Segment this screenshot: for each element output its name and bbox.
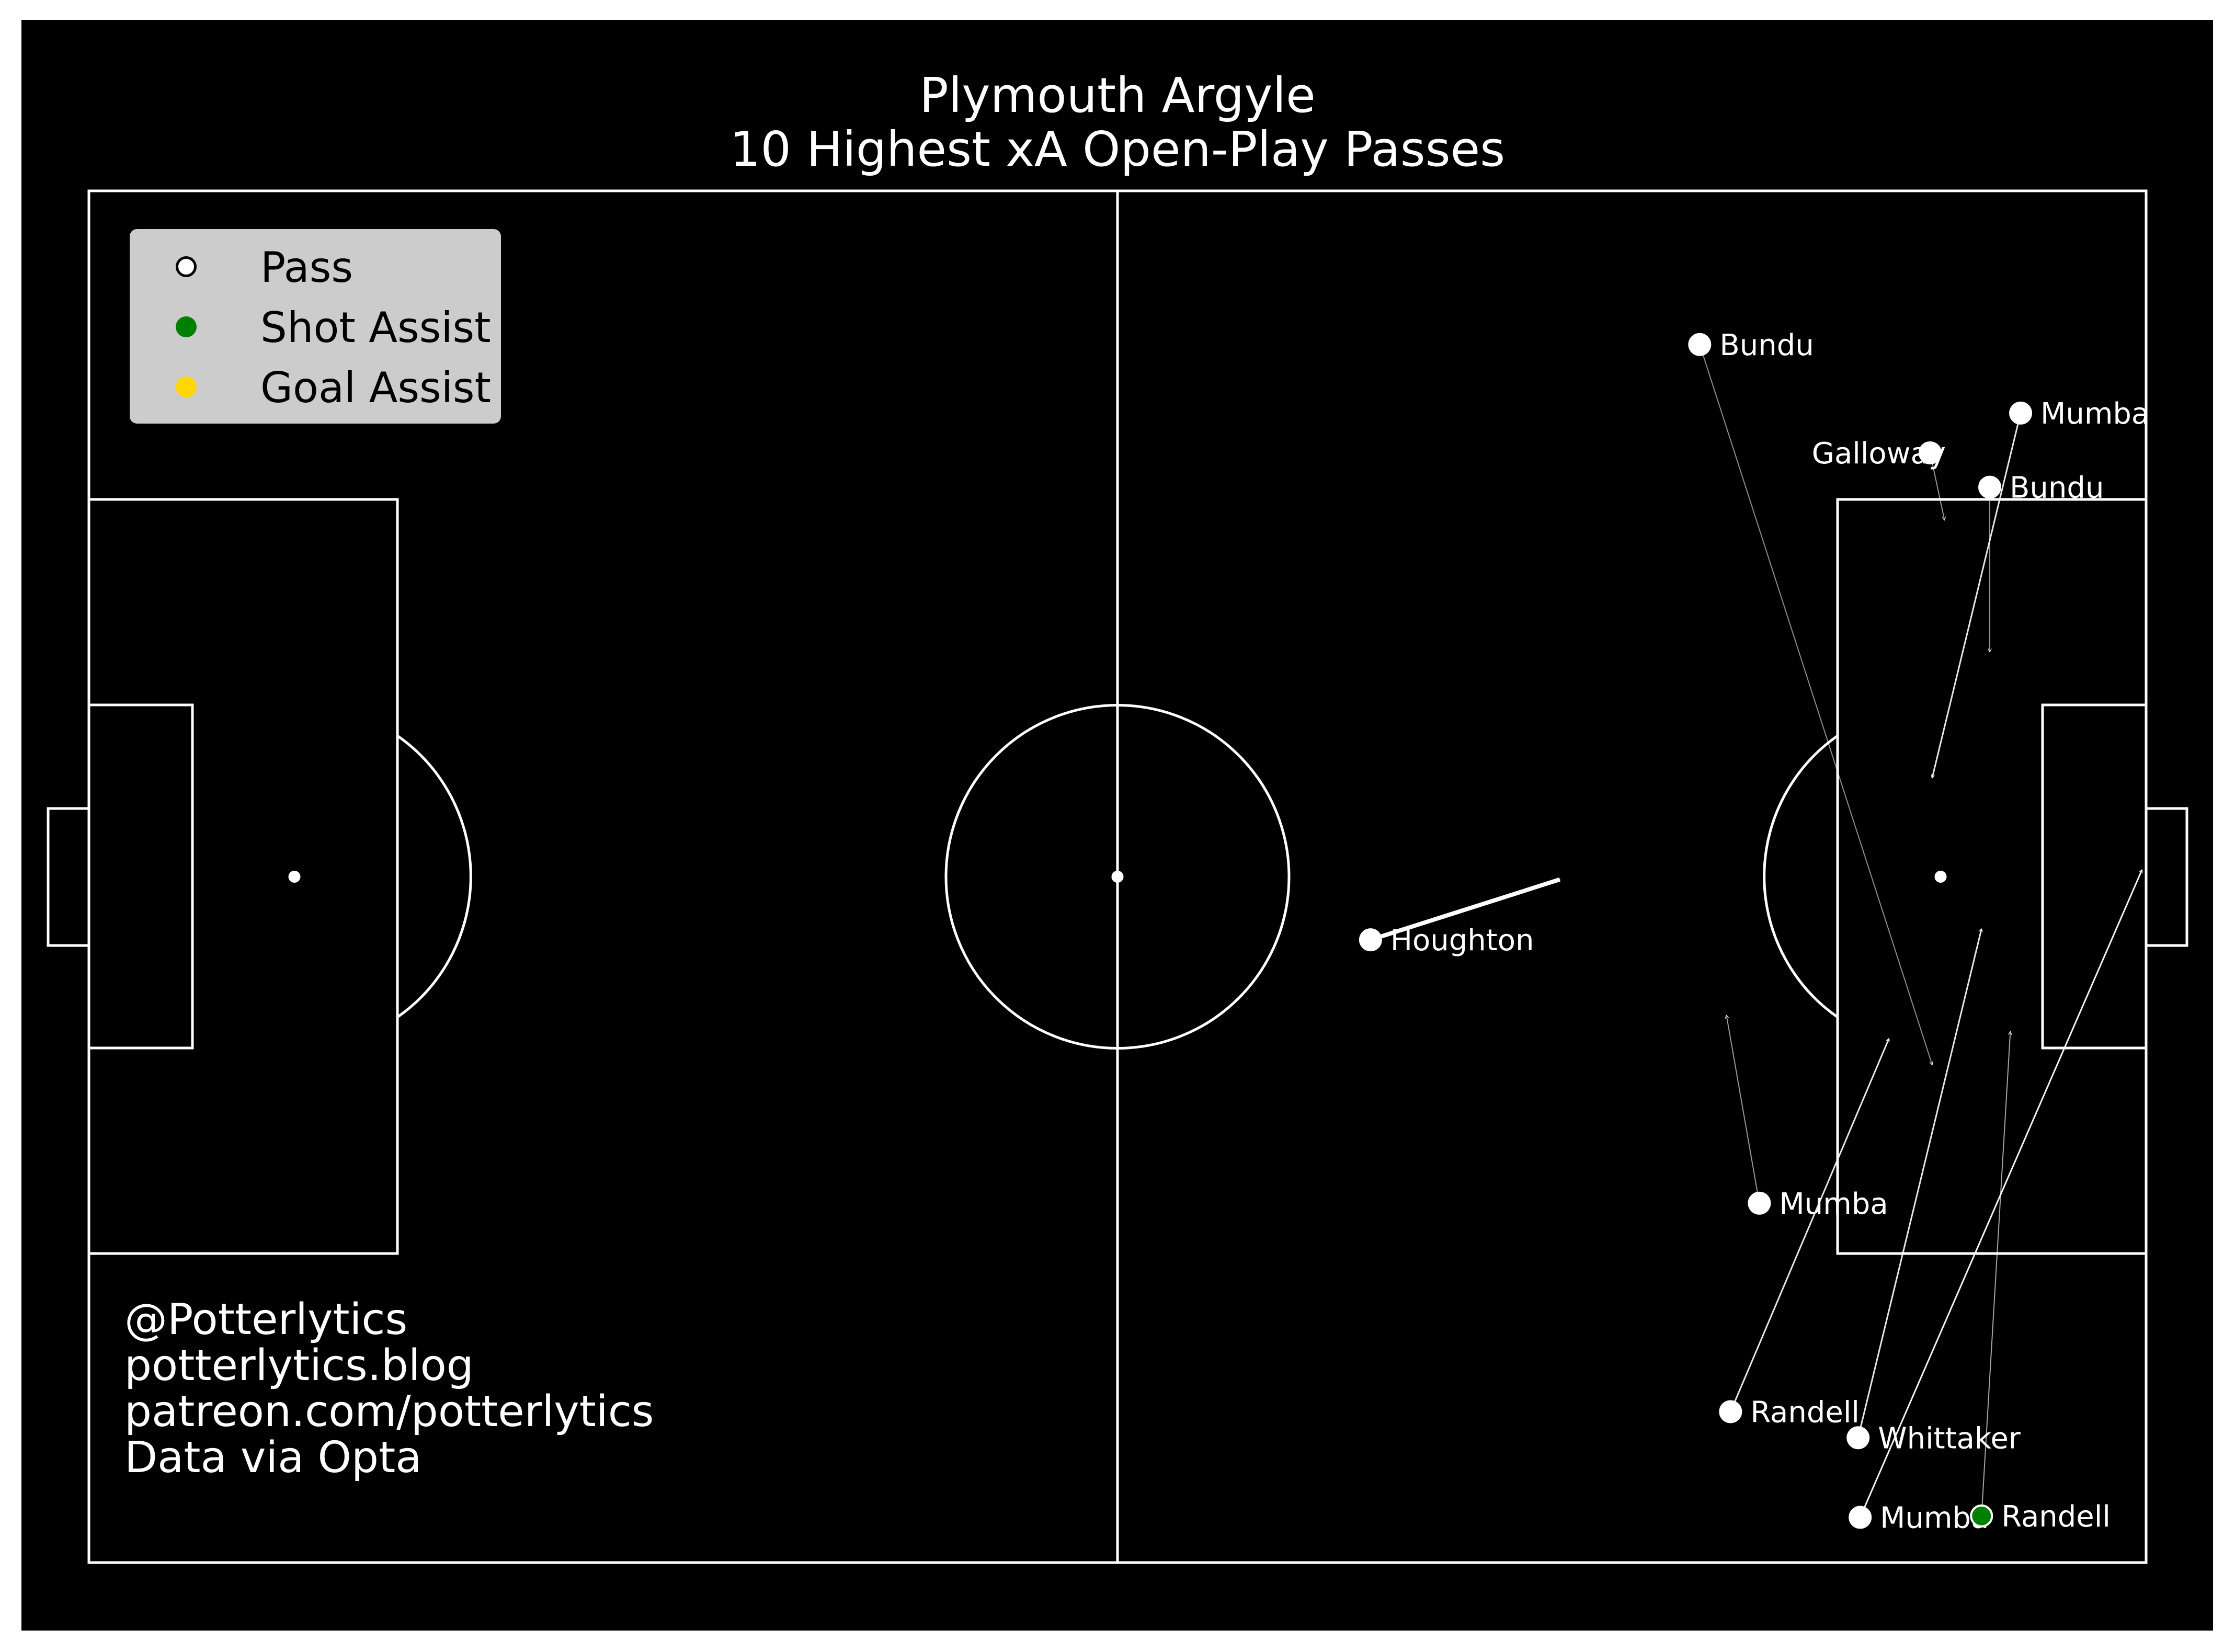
pass-point (1978, 475, 2002, 499)
penalty-arc-right (1763, 734, 1839, 1019)
penalty-area-left (87, 498, 399, 1255)
credit-twitter-handle: @Potterlytics (124, 1295, 408, 1345)
green-dot-icon (176, 316, 197, 337)
centre-spot (1111, 871, 1124, 883)
yellow-dot-icon (176, 377, 197, 397)
player-label: Randell (2001, 1500, 2111, 1534)
player-label: Bundu (1719, 328, 1814, 362)
shot-assist-point (1970, 1504, 1993, 1528)
pass-arrow (1699, 344, 1932, 1065)
legend-item-pass: Pass (130, 243, 501, 295)
player-label: Mumba (2040, 397, 2149, 431)
penalty-arc-left (396, 734, 472, 1019)
legend-label: Pass (260, 243, 354, 292)
pass-point (1719, 1400, 1742, 1423)
pass-point (1918, 441, 1942, 464)
pitch-markings (47, 189, 2188, 1564)
pass-point (1849, 1506, 1872, 1529)
chart-title-line-1: Plymouth Argyle (919, 67, 1316, 123)
player-label: Bundu (2010, 471, 2104, 505)
pass-point (1359, 928, 1382, 952)
chart-title-line-2: 10 Highest xA Open-Play Passes (729, 121, 1506, 177)
centre-circle (944, 704, 1291, 1050)
pass-point (1688, 333, 1712, 356)
legend-item-shot-assist: Shot Assist (130, 303, 501, 355)
pass-arrows (1370, 344, 2143, 1518)
pass-arrow (1726, 1015, 1760, 1203)
credit-blog: potterlytics.blog (124, 1341, 474, 1391)
pass-arrow (1981, 1032, 2010, 1516)
legend: Pass Shot Assist Goal Assist (130, 229, 501, 424)
pass-arrow (1857, 929, 1981, 1438)
pass-markers: Bundu Mumba Galloway Bundu Houghton Mumba Rand… (1359, 328, 2149, 1535)
player-label: Randell (1750, 1395, 1860, 1429)
credit-patreon: patreon.com/potterlytics (124, 1387, 654, 1437)
pass-point (2009, 401, 2033, 425)
credit-data-source: Data via Opta (124, 1433, 422, 1483)
pass-point (1748, 1191, 1771, 1215)
penalty-area-right (1836, 498, 2148, 1255)
credits: @Potterlytics potterlytics.blog patreon.… (124, 1297, 654, 1481)
pass-point (1846, 1426, 1870, 1450)
player-label: Galloway (1812, 437, 1946, 471)
goal-left (47, 807, 90, 947)
legend-label: Goal Assist (260, 363, 491, 412)
player-label: Mumba (1779, 1187, 1888, 1221)
pass-arrow (1370, 877, 1560, 942)
penalty-spot-right (1934, 871, 1947, 883)
six-yard-box-left (87, 703, 194, 1050)
legend-label: Shot Assist (260, 303, 491, 352)
player-label: Houghton (1390, 924, 1534, 958)
player-label: Whittaker (1878, 1421, 2021, 1455)
legend-item-goal-assist: Goal Assist (130, 363, 501, 415)
open-circle-icon (176, 256, 197, 277)
goal-right (2145, 807, 2188, 947)
pass-arrow (1932, 413, 2022, 778)
pass-arrow (1729, 1039, 1890, 1412)
six-yard-box-right (2041, 703, 2148, 1050)
penalty-spot-left (288, 871, 301, 883)
